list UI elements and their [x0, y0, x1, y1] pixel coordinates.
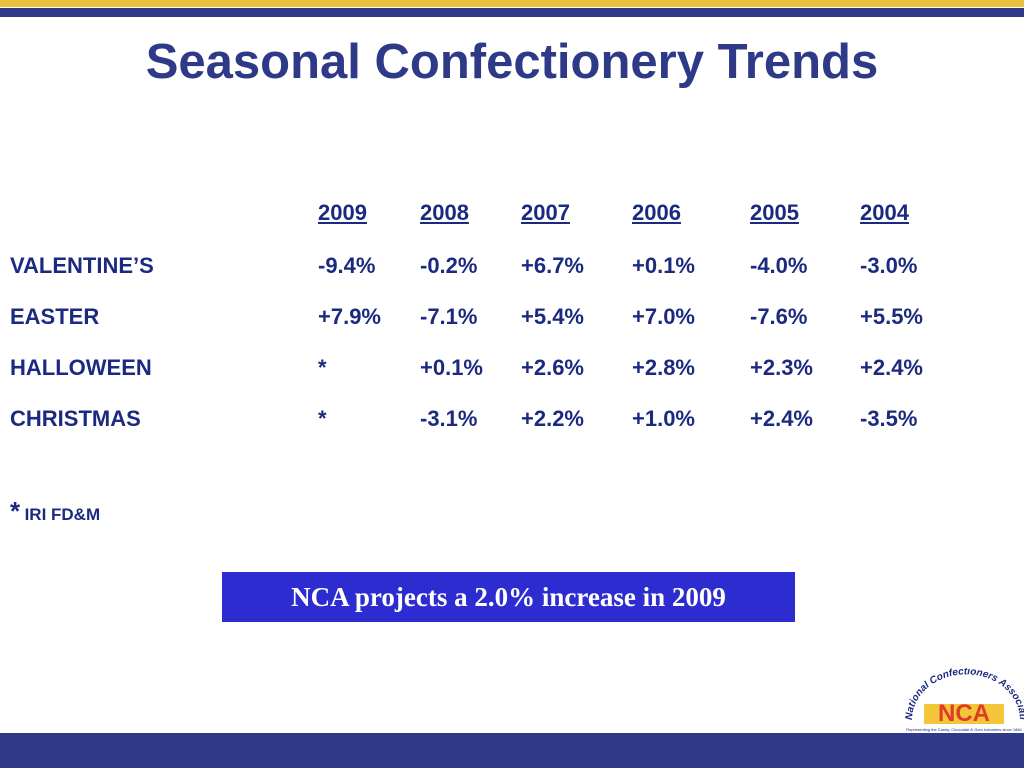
cell-value: +5.5%	[860, 304, 923, 329]
row-label: CHRISTMAS	[10, 406, 141, 431]
nca-logo: National Confectioners Association NCA R…	[902, 668, 1024, 732]
cell-value: +2.3%	[750, 355, 813, 380]
column-header: 2009	[318, 200, 367, 225]
cell-value: +7.0%	[632, 304, 695, 329]
logo-name: NCA	[938, 700, 990, 727]
top-band	[0, 8, 1024, 17]
footnote-text: IRI FD&M	[24, 505, 101, 524]
cell-value: +5.4%	[521, 304, 584, 329]
logo-tagline: Representing the Candy, Chocolate & Gum …	[906, 727, 1022, 732]
title: Seasonal Confectionery Trends	[145, 35, 879, 89]
cell-value: +7.9%	[318, 304, 381, 329]
cell-value: +2.6%	[521, 355, 584, 380]
bottom-band	[0, 733, 1024, 768]
cell-value: -4.0%	[750, 253, 808, 278]
cell-value: *	[318, 355, 327, 380]
cell-value: -7.6%	[750, 304, 808, 329]
column-header: 2006	[632, 200, 681, 225]
cell-value: -3.0%	[860, 253, 918, 278]
column-header: 2005	[750, 200, 799, 225]
cell-value: -3.5%	[860, 406, 918, 431]
cell-value: -3.1%	[420, 406, 478, 431]
cell-value: -7.1%	[420, 304, 478, 329]
logo-block	[924, 704, 1004, 724]
cell-value: +0.1%	[420, 355, 483, 380]
cell-value: +6.7%	[521, 253, 584, 278]
top-accent	[0, 0, 1024, 7]
cell-value: +2.4%	[750, 406, 813, 431]
column-header: 2004	[860, 200, 909, 225]
callout: NCA projects a 2.0% increase in 2009	[222, 572, 795, 622]
row-label: HALLOWEEN	[10, 355, 152, 380]
cell-value: *	[318, 406, 327, 431]
cell-value: +2.4%	[860, 355, 923, 380]
footnote: * IRI FD&M	[10, 496, 100, 527]
cell-value: -0.2%	[420, 253, 478, 278]
column-header: 2008	[420, 200, 469, 225]
column-header: 2007	[521, 200, 570, 225]
row-label: VALENTINE’S	[10, 253, 154, 278]
cell-value: +2.8%	[632, 355, 695, 380]
row-label: EASTER	[10, 304, 100, 329]
cell-value: +2.2%	[521, 406, 584, 431]
cell-value: +1.0%	[632, 406, 695, 431]
footnote-mark: *	[10, 496, 21, 526]
cell-value: +0.1%	[632, 253, 695, 278]
cell-value: -9.4%	[318, 253, 376, 278]
